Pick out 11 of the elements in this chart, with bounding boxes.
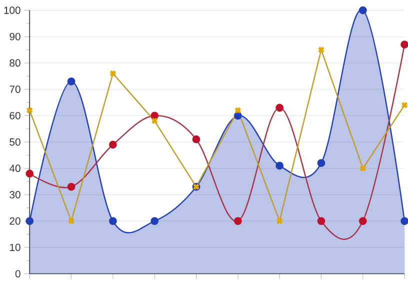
y-tick-label: 30 <box>10 191 20 198</box>
y-tick-label: 0 <box>15 270 20 278</box>
y-tick-label: 20 <box>10 217 20 225</box>
y-tick-label: 90 <box>10 32 20 40</box>
y-tick-label: 40 <box>9 164 20 172</box>
y-tick-label: 50 <box>10 138 20 146</box>
y-tick-label: 10 <box>10 244 20 252</box>
y-tick-label: 100 <box>4 6 20 14</box>
y-tick-label: 80 <box>10 59 20 67</box>
y-tick-label: 70 <box>10 86 20 93</box>
y-tick-label: 60 <box>10 112 20 120</box>
